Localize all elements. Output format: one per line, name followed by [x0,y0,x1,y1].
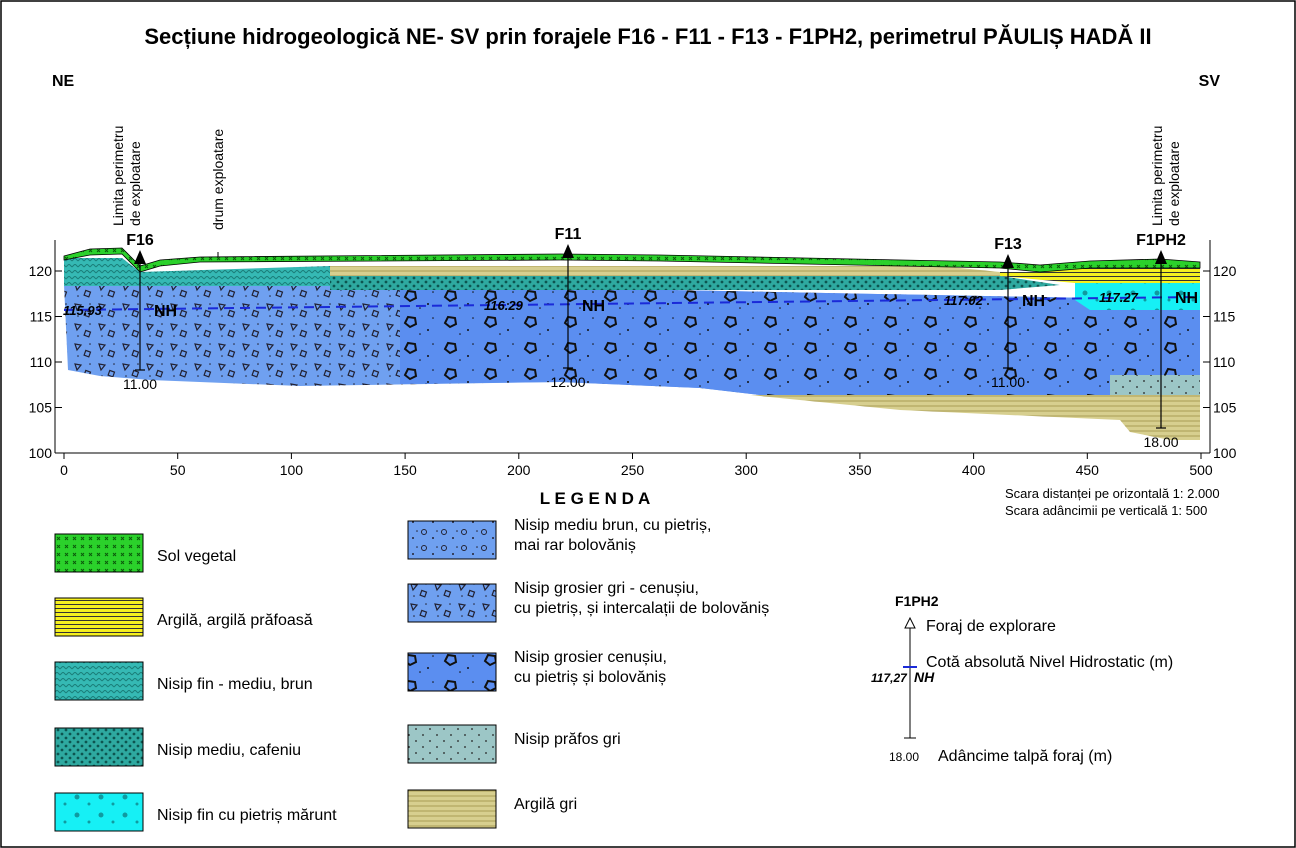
key-triangle [905,618,915,628]
page: Secțiune hidrogeologică NE- SV prin fora… [0,0,1296,848]
legend-label: cu pietriș, și intercalații de bolovăniș [514,600,769,617]
legend-label: Argilă, argilă prăfoasă [157,612,313,629]
legend-swatch [408,521,496,559]
legend-label: cu pietriș și bolovăniș [514,669,666,686]
key-text: Cotă absolută Nivel Hidrostatic (m) [926,654,1173,671]
borehole-triangle [1002,254,1014,268]
key-text: Adâncime talpă foraj (m) [938,748,1112,765]
key-nh-value: 117,27 [871,671,908,685]
legend-label: Nisip grosier cenușiu, [514,649,667,666]
x-tick-label: 200 [507,462,531,478]
key-nh-label: NH [914,669,935,685]
legend-swatch [55,598,143,636]
legend-swatch [408,653,496,691]
borehole-triangle [1155,250,1167,264]
annotation: drum exploatare [210,129,226,230]
key-name: F1PH2 [895,593,939,609]
nh-value: 116.29 [484,298,524,313]
frame [1,1,1295,847]
legend-swatch [408,790,496,828]
x-tick-label: 500 [1189,462,1213,478]
borehole-name: F11 [555,226,582,243]
scale-note: Scara adâncimii pe verticală 1: 500 [1005,503,1207,518]
borehole-depth: 11.00 [991,374,1025,390]
direction: SV [1199,73,1221,90]
nh-value: 117.02 [944,293,984,308]
legend-label: Argilă gri [514,796,577,813]
legend: Sol vegetal Argilă, argilă prăfoasă Nisip … [55,517,769,831]
nh-label: NH [1022,293,1045,310]
y-tick-label: 110 [30,354,53,370]
legend-label: Nisip fin cu pietriș mărunt [157,807,337,824]
key-text: Foraj de explorare [926,618,1056,635]
legend-label: Nisip fin - mediu, brun [157,676,313,693]
legend-swatch [55,662,143,700]
y-tick-label: 110 [1213,354,1236,370]
borehole-name: F16 [126,232,154,249]
annotation: de exploatare [1166,141,1182,226]
y-tick-label: 105 [1213,400,1237,416]
nh-label: NH [154,303,177,320]
borehole-depth: 12.00 [550,374,585,390]
y-tick-label: 105 [29,400,53,416]
nh-value: 115.93 [63,303,103,318]
annotation: Limita perimetru [1149,126,1165,226]
y-tick-label: 115 [30,309,53,325]
key-depth-value: 18.00 [889,750,919,764]
y-tick-label: 100 [29,445,53,461]
borehole-depth: 18.00 [1143,434,1178,450]
legend-swatch [408,725,496,763]
scale-note: Scara distanței pe orizontală 1: 2.000 [1005,486,1220,501]
borehole-name: F1PH2 [1136,232,1186,249]
y-tick-label: 115 [1213,309,1236,325]
x-tick-label: 450 [1076,462,1100,478]
legend-label: Nisip mediu, cafeniu [157,742,301,759]
borehole-triangle [134,250,146,264]
legend-title: L E G E N D A [540,489,651,508]
legend-label: Nisip mediu brun, cu pietriș, [514,517,711,534]
borehole-name: F13 [994,236,1022,253]
x-tick-label: 350 [848,462,872,478]
key: F1PH2 Foraj de explorare Cotă absolută N… [871,593,1173,765]
borehole-triangle [562,244,574,258]
x-tick-label: 100 [280,462,304,478]
legend-swatch [55,793,143,831]
x-tick-label: 0 [60,462,68,478]
annotation: de exploatare [127,141,143,226]
x-tick-label: 400 [962,462,986,478]
nh-label: NH [582,298,605,315]
section [64,248,1200,440]
legend-swatch [55,728,143,766]
x-tick-label: 300 [735,462,759,478]
direction: NE [52,73,75,90]
legend-label: Sol vegetal [157,548,236,565]
legend-swatch [55,534,143,572]
nh-value: 117.27 [1099,290,1139,305]
annotation: Limita perimetru [110,126,126,226]
nh-label: NH [1175,290,1198,307]
x-tick-label: 250 [621,462,645,478]
borehole-depth: 11.00 [123,376,157,392]
legend-label: mai rar bolovăniș [514,537,636,554]
title: Secțiune hidrogeologică NE- SV prin fora… [144,24,1151,49]
y-tick-label: 120 [29,263,53,279]
legend-label: Nisip grosier gri - cenușiu, [514,580,699,597]
y-tick-label: 120 [1213,263,1237,279]
legend-label: Nisip prăfos gri [514,731,621,748]
y-tick-label: 100 [1213,445,1237,461]
x-tick-label: 50 [170,462,186,478]
legend-swatch [408,584,496,622]
x-tick-label: 150 [393,462,417,478]
